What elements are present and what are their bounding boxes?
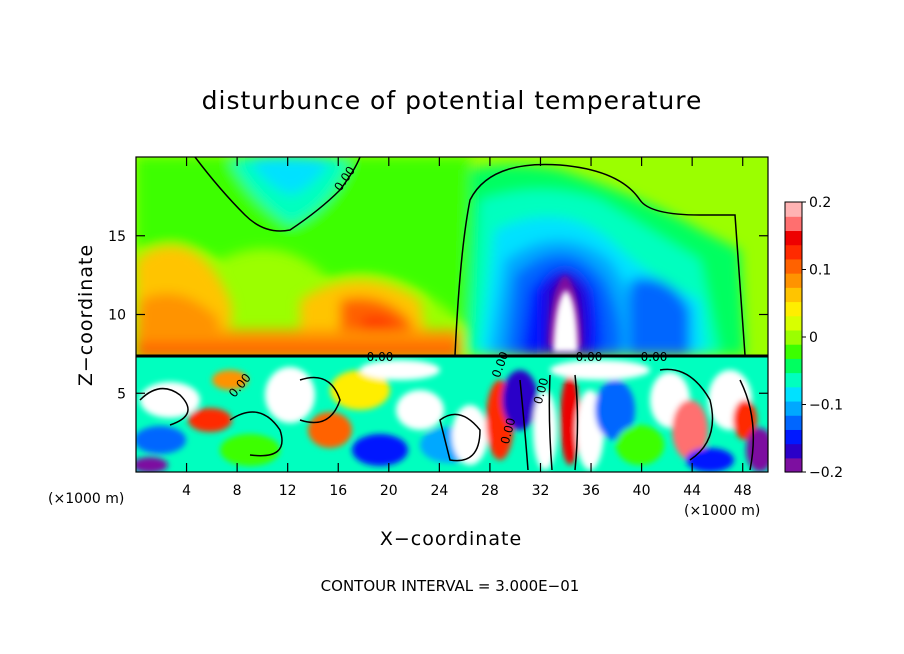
colorbar-swatch xyxy=(785,386,802,402)
colorbar-swatch xyxy=(785,301,802,317)
contour-lines xyxy=(136,157,768,471)
colorbar-swatch xyxy=(785,244,802,260)
y-tick-label: 15 xyxy=(108,229,126,245)
field-layer xyxy=(136,157,768,472)
x-tick-label: 40 xyxy=(633,483,651,499)
x-tick-label: 44 xyxy=(683,483,701,499)
colorbar-swatch xyxy=(785,443,802,459)
colorbar-swatch xyxy=(785,400,802,416)
contour-label: 0.00 xyxy=(367,350,394,364)
x-tick-label: 28 xyxy=(481,483,499,499)
contour-label: 0.00 xyxy=(641,350,668,364)
y-tick-label: 5 xyxy=(117,386,126,402)
x-tick-label: 36 xyxy=(582,483,600,499)
upper-field-core-white xyxy=(553,290,578,352)
colorbar-swatch xyxy=(785,329,802,345)
x-tick-label: 12 xyxy=(279,483,297,499)
contour-interval-note: CONTOUR INTERVAL = 3.000E−01 xyxy=(320,577,580,595)
x-tick-label: 20 xyxy=(380,483,398,499)
x-tick-label: 48 xyxy=(734,483,752,499)
colorbar-tick-label: 0 xyxy=(809,330,818,346)
colorbar-tick-label: 0.2 xyxy=(809,195,831,211)
x-tick-label: 24 xyxy=(430,483,448,499)
colorbar-tick-label: −0.2 xyxy=(809,465,843,481)
x-tick-label: 32 xyxy=(532,483,550,499)
contour-label: 0.00 xyxy=(498,416,518,445)
colorbar-swatch xyxy=(785,258,802,274)
colorbar-swatch xyxy=(785,315,802,331)
x-unit-label-left: (×1000 m) xyxy=(48,491,125,507)
x-axis-ticks: 4 8 12 16 20 24 28 32 36 40 44 48 xyxy=(182,157,752,499)
x-unit-label-right: (×1000 m) xyxy=(684,503,761,519)
colorbar-tick-label: −0.1 xyxy=(809,398,843,414)
colorbar-tick-label: 0.1 xyxy=(809,263,831,279)
colorbar: 0.2 0.1 0 −0.1 −0.2 xyxy=(784,195,843,481)
colorbar-swatch xyxy=(785,457,802,473)
colorbar-swatch xyxy=(785,273,802,288)
contour-label: 0.00 xyxy=(531,376,551,405)
y-tick-label: 10 xyxy=(108,308,126,324)
colorbar-swatch xyxy=(785,415,802,430)
colorbar-swatch xyxy=(785,287,802,303)
x-axis-label: X−coordinate xyxy=(379,528,523,550)
contour-label: 0.00 xyxy=(576,350,603,364)
colorbar-swatch xyxy=(785,429,802,445)
colorbar-swatch xyxy=(785,216,802,232)
x-tick-label: 4 xyxy=(182,483,191,499)
colorbar-swatch xyxy=(785,230,802,246)
y-axis-ticks: 5 10 15 xyxy=(108,229,768,402)
chart-title: disturbunce of potential temperature xyxy=(201,86,703,115)
colorbar-swatch xyxy=(785,344,802,359)
colorbar-swatch xyxy=(785,372,802,388)
colorbar-swatch xyxy=(785,202,802,217)
colorbar-swatch xyxy=(785,358,802,374)
x-tick-label: 16 xyxy=(329,483,347,499)
x-tick-label: 8 xyxy=(233,483,242,499)
